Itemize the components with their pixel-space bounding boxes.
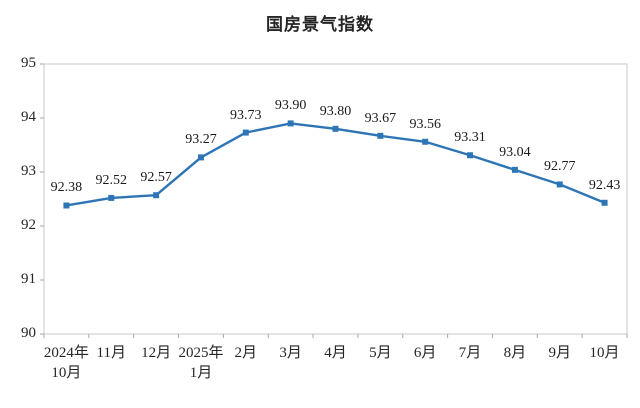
data-point-label: 93.73: [230, 107, 262, 123]
data-point-marker: [422, 138, 429, 145]
data-point-marker: [332, 125, 339, 132]
x-axis-tick-label-line: 2024年: [43, 345, 89, 361]
x-axis-tick-label-line: 2025年: [178, 345, 224, 361]
x-axis-tick-label: 8月: [504, 343, 527, 363]
data-point-label: 93.31: [454, 130, 486, 146]
data-point-label: 93.67: [364, 110, 397, 126]
x-axis-tick-label-line: 7月: [458, 345, 482, 361]
x-axis-tick-label-line: 10月: [51, 365, 82, 381]
data-point-label: 92.38: [50, 180, 83, 196]
data-point-marker: [601, 199, 608, 206]
x-axis-tick-label: 11月: [97, 343, 126, 363]
data-point-label: 92.77: [543, 159, 576, 175]
x-axis-tick-label: 5月: [369, 343, 392, 363]
x-axis-tick-label: 4月: [324, 343, 347, 363]
data-point-label: 92.57: [140, 170, 172, 186]
x-axis-tick-label-line: 5月: [369, 345, 392, 361]
y-axis-tick-label: 94: [21, 109, 36, 125]
data-point-marker: [242, 129, 249, 136]
x-axis-tick-label: 12月: [141, 343, 171, 363]
x-axis-tick-label: 6月: [414, 343, 437, 363]
x-axis-tick-label-line: 2月: [234, 345, 258, 361]
data-point-marker: [197, 154, 204, 161]
x-axis-tick-label: 3月: [279, 343, 302, 363]
data-point-label: 93.56: [409, 116, 441, 132]
data-point-marker: [108, 194, 115, 201]
x-axis-tick-label-line: 12月: [141, 345, 172, 361]
x-axis-tick-label-line: 10月: [589, 345, 620, 361]
x-axis-tick-label-line: 8月: [503, 345, 527, 361]
y-axis-tick-label: 95: [21, 55, 36, 71]
data-point-marker: [287, 120, 294, 127]
data-point-marker: [556, 181, 563, 188]
data-point-label: 93.04: [499, 144, 531, 160]
data-point-label: 93.90: [274, 98, 307, 114]
data-point-label: 92.52: [95, 172, 128, 188]
x-axis-tick-label: 2024年 10月: [44, 343, 89, 383]
x-axis-tick-label: 2025年 1月: [178, 343, 223, 383]
x-axis-tick-label-line: 4月: [324, 345, 347, 361]
x-axis-tick-label-line: 11月: [96, 345, 126, 361]
data-point-label: 93.27: [185, 132, 217, 148]
chart-title: 国房景气指数: [266, 15, 374, 34]
y-axis-tick-label: 93: [21, 163, 36, 179]
plot-area-border: [43, 63, 628, 335]
data-point-marker: [467, 152, 474, 159]
index-line-series: [66, 122, 606, 207]
x-axis-tick-label-line: 3月: [279, 345, 302, 361]
x-axis-tick-label-line: 1月: [189, 365, 213, 381]
data-point-marker: [377, 132, 384, 139]
data-point-marker: [511, 166, 518, 173]
x-axis-tick-label: 9月: [548, 343, 571, 363]
data-point-label: 93.80: [319, 103, 352, 119]
y-axis-tick-label: 91: [21, 271, 36, 287]
data-point-marker: [63, 202, 70, 209]
y-axis-tick-label: 90: [21, 325, 36, 341]
x-axis-tick-label: 10月: [590, 343, 620, 363]
y-axis-tick-label: 92: [21, 217, 36, 233]
x-axis-tick-label: 7月: [459, 343, 482, 363]
data-point-label: 92.43: [588, 177, 621, 193]
x-axis-tick-label-line: 9月: [548, 345, 571, 361]
data-point-marker: [153, 192, 160, 199]
x-axis-tick-label-line: 6月: [413, 345, 437, 361]
x-axis-tick-label: 2月: [235, 343, 258, 363]
